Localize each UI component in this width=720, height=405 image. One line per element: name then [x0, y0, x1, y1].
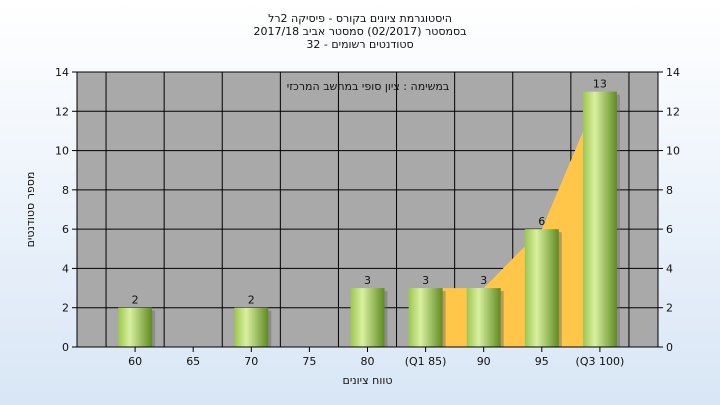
- bars: [118, 91, 620, 348]
- x-tick-label: 60: [128, 355, 142, 368]
- bar: [234, 307, 269, 347]
- y-tick-label: 4: [62, 262, 69, 275]
- y-tick-label: 12: [55, 105, 69, 118]
- y-tick-label-right: 8: [666, 184, 673, 197]
- data-label: 3: [422, 274, 429, 287]
- data-label: 3: [364, 274, 371, 287]
- bar: [118, 307, 153, 347]
- y-tick-label-right: 10: [666, 145, 680, 158]
- y-tick-label: 14: [55, 66, 69, 79]
- y-axis-title: מספר סטודנטים: [24, 172, 37, 248]
- chart-title: היסטוגרמת ציונים בקורס - פיסיקה 2רל בסמס…: [0, 12, 720, 51]
- bar: [524, 229, 559, 347]
- y-tick-label: 6: [62, 223, 69, 236]
- data-labels: 2 2 3 3 3 6 13: [132, 78, 607, 307]
- x-tick-label: (Q3 100): [576, 355, 625, 368]
- y-tick-label-right: 6: [666, 223, 673, 236]
- chart-title-line-3: סטודנטים רשומים - 32: [306, 38, 414, 51]
- y-tick-label: 2: [62, 302, 69, 315]
- x-tick-label: 70: [244, 355, 258, 368]
- chart-annotation: במשימה : ציון סופי במחשב המרכזי: [287, 80, 450, 93]
- y-tick-label: 8: [62, 184, 69, 197]
- x-axis: 60 65 70 75 80 (Q1 85) 90 95 (Q3 100): [128, 347, 624, 368]
- x-tick-label: 80: [361, 355, 375, 368]
- y-tick-label-right: 2: [666, 302, 673, 315]
- bar: [466, 288, 501, 347]
- bar: [582, 91, 617, 348]
- bar: [350, 288, 385, 347]
- x-tick-label: 75: [302, 355, 316, 368]
- data-label: 3: [480, 274, 487, 287]
- data-label: 2: [132, 294, 139, 307]
- y-tick-label: 10: [55, 145, 69, 158]
- y-tick-label: 0: [62, 341, 69, 354]
- y-tick-label-right: 12: [666, 105, 680, 118]
- x-tick-label: (Q1 85): [405, 355, 447, 368]
- data-label: 2: [248, 294, 255, 307]
- chart-title-line-1: היסטוגרמת ציונים בקורס - פיסיקה 2רל: [268, 12, 452, 25]
- x-tick-label: 65: [186, 355, 200, 368]
- y-tick-label-right: 4: [666, 262, 673, 275]
- y-tick-label-right: 0: [666, 341, 673, 354]
- y-axis-left: 0 2 4 6 8 10 12 14: [55, 66, 77, 354]
- y-axis-right: 0 2 4 6 8 10 12 14: [658, 66, 680, 354]
- x-axis-title: טווח ציונים: [343, 374, 393, 387]
- chart-title-line-2: בסמסטר (02/2017) סמסטר אביב 2017/18: [253, 25, 467, 38]
- x-tick-label: 90: [477, 355, 491, 368]
- data-label: 13: [593, 78, 607, 91]
- x-tick-label: 95: [535, 355, 549, 368]
- data-label: 6: [538, 215, 545, 228]
- y-tick-label-right: 14: [666, 66, 680, 79]
- bar: [408, 288, 443, 347]
